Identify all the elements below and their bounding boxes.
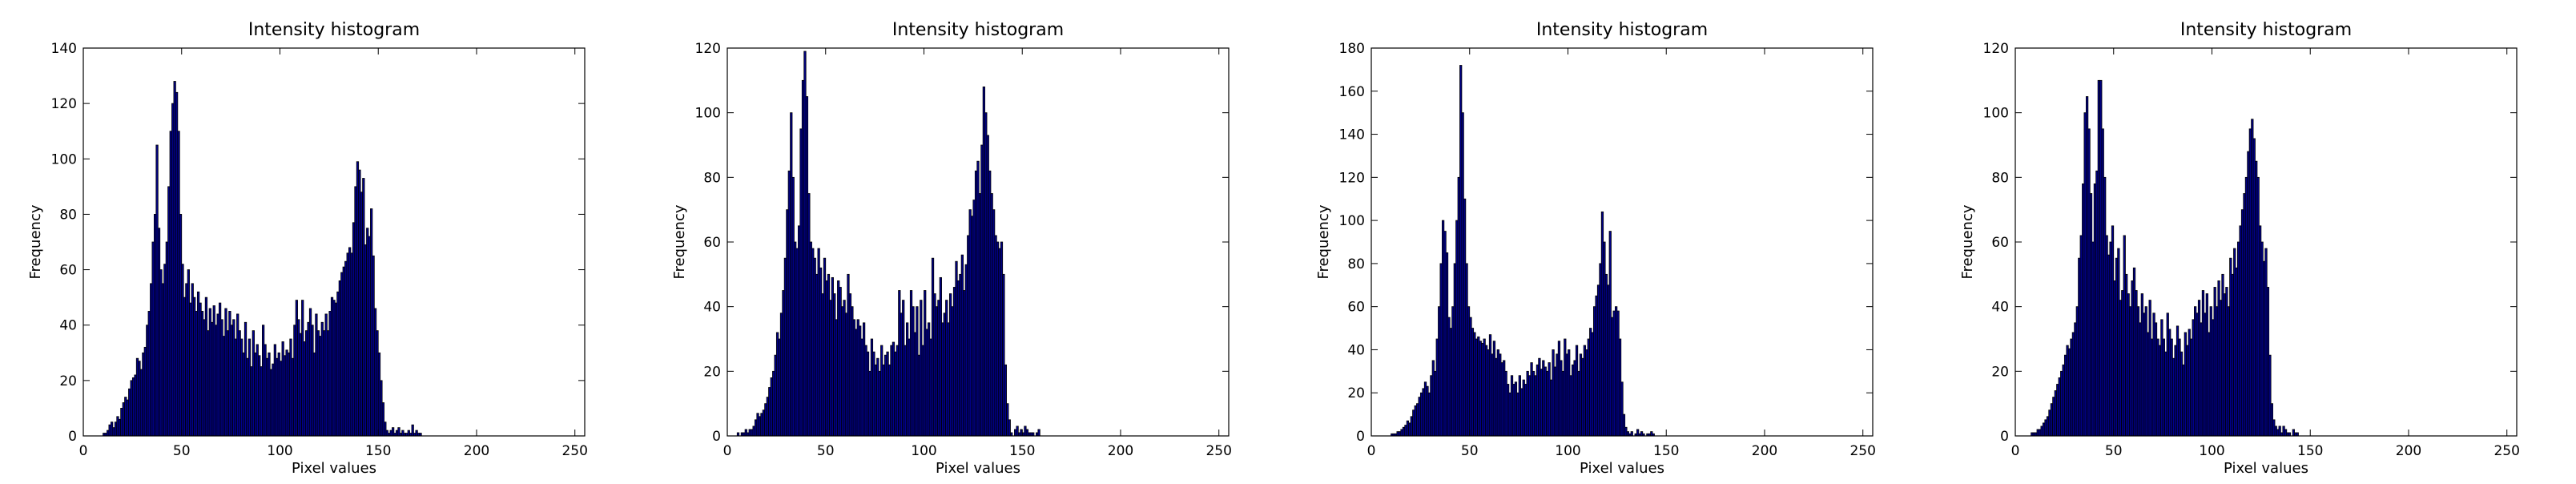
plot-frame (83, 47, 586, 437)
x-tick-label: 150 (1653, 443, 1679, 459)
y-tick-label: 0 (2000, 429, 2009, 445)
y-tick-label: 180 (1339, 41, 1365, 57)
y-tick-label: 20 (1347, 385, 1365, 401)
y-tick-label: 60 (59, 263, 77, 279)
y-tick-label: 120 (695, 41, 721, 57)
y-tick-label: 100 (1983, 106, 2009, 122)
y-tick-label: 40 (59, 318, 77, 334)
x-tick-label: 0 (1367, 443, 1376, 459)
y-tick-label: 100 (1339, 213, 1365, 229)
histogram-bar (736, 432, 740, 437)
x-tick-label: 250 (1849, 443, 1875, 459)
y-tick-label: 80 (703, 170, 721, 186)
chart-title: Intensity histogram (248, 20, 420, 40)
histogram-panel-3: 0 50 100 150 200 250 0 20 40 60 80 100 120 140 160 180 I… (1288, 0, 1932, 484)
y-tick-label: 120 (51, 96, 77, 112)
x-tick-label: 250 (561, 443, 587, 459)
y-tick-label: 20 (1991, 364, 2009, 380)
y-tick-label: 140 (1339, 127, 1365, 143)
y-tick-label: 140 (51, 41, 77, 57)
y-axis-label: Frequency (1959, 204, 1976, 279)
histogram-bar (1037, 429, 1040, 437)
y-tick-label: 40 (1347, 342, 1365, 358)
histogram-chart-4: 0 50 100 150 200 250 0 20 40 60 80 100 120 Intensity … (1959, 20, 2520, 477)
y-tick-label: 80 (1991, 170, 2009, 186)
y-tick-label: 120 (1339, 170, 1365, 186)
x-tick-label: 0 (2011, 443, 2020, 459)
y-tick-label: 60 (1991, 235, 2009, 251)
x-tick-label: 150 (2297, 443, 2323, 459)
histogram-bar (2288, 432, 2292, 437)
x-tick-label: 0 (723, 443, 732, 459)
y-tick-label: 40 (703, 300, 721, 316)
x-tick-label: 200 (2396, 443, 2421, 459)
histogram-bars (2031, 79, 2299, 437)
y-tick-label: 80 (1347, 256, 1365, 272)
histogram-panel-1: 0 50 100 150 200 250 0 20 40 60 80 100 120 140 Intensi… (0, 0, 644, 484)
histogram-bar (1032, 432, 1035, 437)
x-axis-label: Pixel values (936, 460, 1020, 477)
x-tick-label: 150 (365, 443, 391, 459)
x-tick-label: 250 (2493, 443, 2519, 459)
y-axis-label: Frequency (671, 204, 688, 279)
y-tick-label: 40 (1991, 300, 2009, 316)
x-tick-label: 50 (173, 443, 191, 459)
x-tick-label: 100 (1555, 443, 1580, 459)
x-tick-label: 150 (1009, 443, 1035, 459)
histogram-panel-4: 0 50 100 150 200 250 0 20 40 60 80 100 120 Intensity … (1932, 0, 2576, 484)
histogram-bar (1010, 432, 1013, 437)
y-tick-label: 120 (1983, 41, 2009, 57)
histogram-bar (2296, 432, 2299, 437)
y-tick-label: 100 (51, 151, 77, 167)
x-tick-label: 200 (1752, 443, 1777, 459)
y-tick-label: 0 (1356, 429, 1365, 445)
x-axis-label: Pixel values (1580, 460, 1664, 477)
chart-title: Intensity histogram (1536, 20, 1708, 40)
x-tick-label: 50 (817, 443, 835, 459)
y-tick-label: 20 (703, 364, 721, 380)
x-tick-label: 50 (2105, 443, 2123, 459)
histogram-panel-2: 0 50 100 150 200 250 0 20 40 60 80 100 120 Intensity … (644, 0, 1288, 484)
chart-title: Intensity histogram (2180, 20, 2352, 40)
y-tick-label: 160 (1339, 84, 1365, 100)
histogram-bars (1391, 65, 1655, 437)
histogram-bar (1630, 431, 1633, 437)
histogram-chart-2: 0 50 100 150 200 250 0 20 40 60 80 100 120 Intensity … (671, 20, 1232, 477)
histogram-chart-3: 0 50 100 150 200 250 0 20 40 60 80 100 120 140 160 180 I… (1315, 20, 1876, 477)
y-tick-label: 0 (712, 429, 721, 445)
histogram-chart-1: 0 50 100 150 200 250 0 20 40 60 80 100 120 140 Intensi… (27, 20, 588, 477)
histogram-bars (103, 81, 422, 437)
x-tick-label: 250 (1205, 443, 1231, 459)
y-tick-label: 80 (59, 207, 77, 223)
y-tick-label: 60 (1347, 300, 1365, 316)
x-tick-label: 50 (1461, 443, 1479, 459)
x-tick-label: 100 (2199, 443, 2224, 459)
x-tick-label: 0 (79, 443, 88, 459)
y-axis-label: Frequency (1315, 204, 1332, 279)
y-tick-label: 100 (695, 106, 721, 122)
y-tick-label: 20 (59, 373, 77, 389)
x-axis-label: Pixel values (292, 460, 376, 477)
y-tick-label: 60 (703, 235, 721, 251)
x-tick-label: 100 (267, 443, 292, 459)
y-axis-label: Frequency (27, 204, 44, 279)
plot-frame (1371, 47, 1874, 437)
x-tick-label: 200 (464, 443, 489, 459)
histogram-bars (736, 50, 1040, 437)
x-tick-label: 100 (911, 443, 936, 459)
y-tick-label: 0 (68, 429, 77, 445)
chart-title: Intensity histogram (892, 20, 1064, 40)
x-tick-label: 200 (1108, 443, 1133, 459)
x-axis-label: Pixel values (2224, 460, 2308, 477)
